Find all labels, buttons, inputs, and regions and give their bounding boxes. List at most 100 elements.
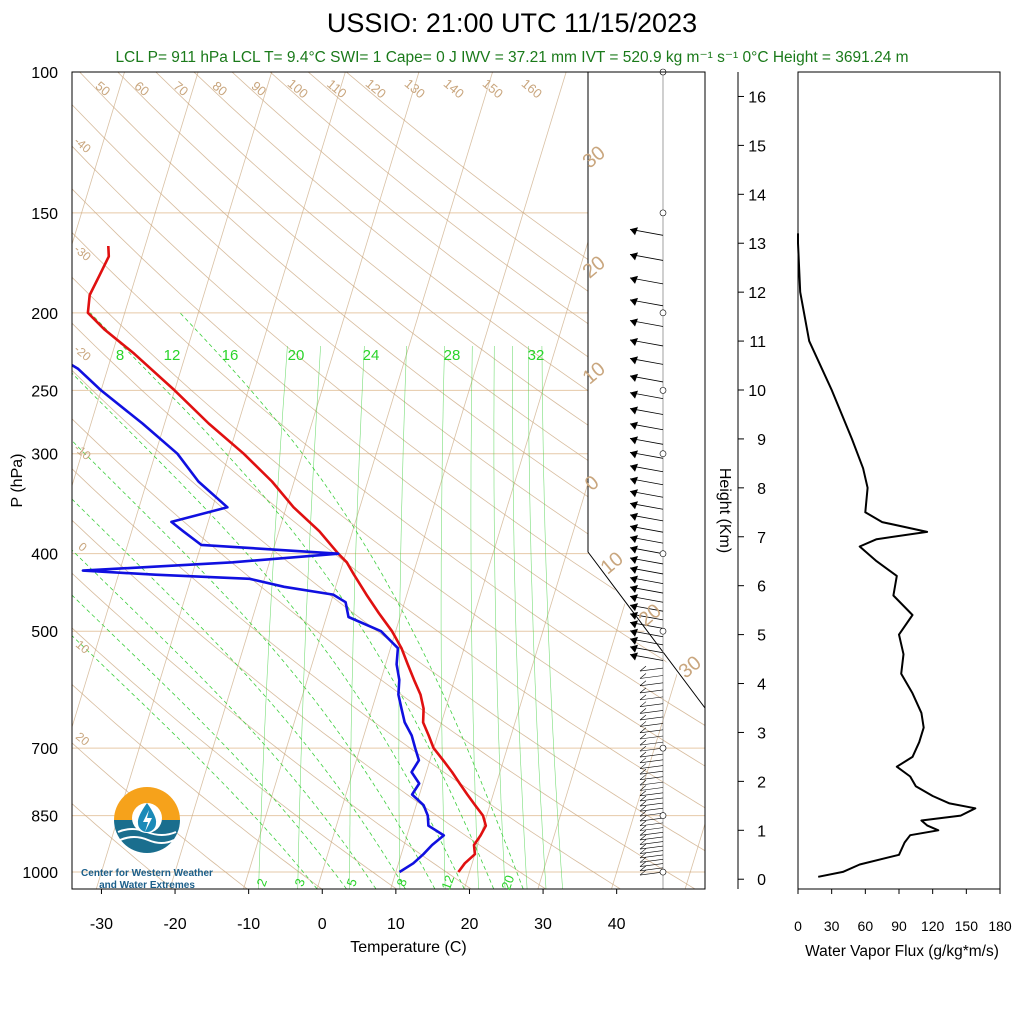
wind-barb: [639, 790, 647, 797]
pressure-tick-label: 700: [31, 741, 58, 758]
mixing-ratio-bottom-label: 8: [393, 876, 410, 888]
wind-barb: [639, 716, 664, 721]
mixing-ratio-line: [528, 346, 547, 889]
wind-barb: [630, 476, 638, 485]
wind-barb: [630, 594, 638, 603]
moist-adiabat-line: [72, 440, 436, 889]
wind-barb: [639, 753, 664, 758]
logo-line1: Center for Western Weather: [81, 868, 213, 879]
mixing-ratio-line: [398, 345, 407, 889]
moist-adiabat-line: [72, 635, 318, 889]
mixing-ratio-label: 28: [444, 347, 461, 364]
wind-barb: [630, 545, 638, 554]
temp-tick-label: 40: [608, 916, 626, 933]
moist-adiabat-line: [72, 549, 377, 889]
pressure-tick-label: 300: [31, 447, 58, 464]
isotherm-label: -40: [71, 134, 94, 156]
wind-barb: [639, 687, 647, 694]
level-marker: [659, 209, 667, 217]
wind-barb: [630, 585, 638, 594]
barb-panel-border: [587, 72, 706, 709]
height-tick-label: 13: [748, 236, 766, 253]
wind-barb: [639, 850, 664, 854]
temp-tick-label: -10: [237, 916, 260, 933]
height-tick-label: 5: [757, 628, 766, 645]
wind-barb: [639, 781, 664, 786]
chart-title: USSIO: 21:00 UTC 11/15/2023: [326, 8, 698, 38]
wind-barb: [630, 436, 638, 445]
dry-adiabat-line: [72, 145, 705, 648]
flux-tick-label: 60: [858, 918, 874, 934]
isotherm-line: [169, 72, 420, 889]
mixing-ratio-line: [258, 345, 288, 889]
wind-barb: [639, 792, 664, 797]
wind-barb: [639, 703, 664, 707]
dry-adiabat-label: 160: [519, 76, 545, 101]
wind-barb: [639, 852, 647, 859]
dry-adiabat-line: [79, 72, 705, 574]
wind-barb: [639, 836, 664, 841]
wind-barb: [639, 832, 664, 836]
wind-barb: [639, 841, 664, 845]
wind-barb: [630, 512, 638, 521]
wind-barb: [639, 727, 647, 734]
wind-barb: [630, 227, 638, 236]
mixing-ratio-label: 8: [116, 347, 124, 364]
level-marker: [659, 627, 667, 635]
wind-barb: [630, 373, 638, 382]
dry-adiabat-label: 100: [285, 76, 311, 101]
mixing-ratio-bottom-label: 5: [343, 876, 360, 888]
wind-barb: [639, 827, 664, 831]
height-tick-label: 14: [748, 187, 766, 204]
wind-barb: [630, 356, 638, 365]
wind-barb: [639, 735, 664, 740]
wind-barb: [639, 812, 664, 817]
pressure-tick-label: 500: [31, 624, 58, 641]
isotherm-line: [243, 72, 493, 889]
wind-barb: [639, 763, 647, 769]
mixing-ratio-bottom-label: 12: [438, 873, 457, 892]
height-tick-label: 0: [757, 872, 766, 889]
wind-barb: [630, 620, 638, 629]
dry-adiabat-line: [72, 803, 173, 889]
wind-barb: [639, 665, 647, 672]
isotherm-label: -20: [71, 342, 94, 364]
wind-barb: [639, 721, 647, 727]
wind-barb: [639, 694, 647, 701]
height-tick-label: 8: [757, 481, 766, 498]
wind-barb: [639, 774, 647, 780]
wind-barb: [639, 802, 664, 807]
level-marker: [659, 387, 667, 394]
flux-tick-label: 0: [794, 918, 802, 934]
isotherm-line: [316, 72, 567, 889]
mixing-ratio-label: 20: [288, 347, 305, 364]
height-tick-label: 12: [748, 285, 766, 302]
wind-barb: [630, 603, 638, 612]
mixing-ratio-line: [349, 345, 365, 889]
wind-barb: [630, 297, 638, 306]
isotherm-line: [72, 72, 199, 488]
wind-barb: [639, 765, 664, 769]
mixing-ratio-label: 12: [164, 347, 181, 364]
pressure-tick-label: 150: [31, 206, 58, 223]
mixing-ratio-line: [541, 345, 563, 889]
wind-barb: [630, 575, 638, 584]
dry-adiabat-label: 130: [402, 76, 428, 101]
wind-barb: [639, 867, 664, 872]
level-marker: [659, 450, 667, 458]
pressure-tick-label: 250: [31, 383, 58, 400]
mixing-ratio-line: [512, 346, 528, 889]
isotherm-line: [759, 72, 1008, 889]
skewt-frame: [71, 71, 706, 890]
pressure-tick-label: 200: [31, 306, 58, 323]
height-tick-label: 10: [748, 383, 766, 400]
dry-adiabat-line: [72, 276, 705, 767]
pressure-tick-label: 400: [31, 547, 58, 564]
height-tick-label: 3: [757, 725, 766, 742]
temp-tick-label: 0: [318, 916, 327, 933]
wind-barb: [630, 644, 638, 653]
dry-adiabat-line: [72, 188, 705, 687]
temp-tick-label: 20: [461, 916, 479, 933]
wind-barb: [639, 768, 647, 775]
